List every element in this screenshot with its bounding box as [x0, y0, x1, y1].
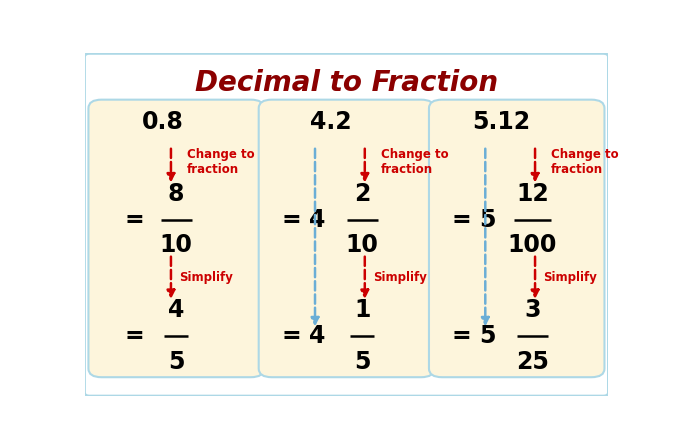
Text: 1: 1 — [354, 299, 370, 322]
FancyBboxPatch shape — [259, 100, 434, 377]
FancyBboxPatch shape — [429, 100, 604, 377]
Text: 5: 5 — [168, 350, 185, 374]
Text: =: = — [124, 324, 144, 348]
Text: Change to
fraction: Change to fraction — [381, 148, 448, 176]
Text: 10: 10 — [160, 233, 193, 257]
Text: =: = — [452, 324, 472, 348]
Text: 4.2: 4.2 — [310, 110, 352, 134]
Text: 25: 25 — [516, 350, 549, 374]
Text: 4: 4 — [310, 207, 326, 231]
Text: 5: 5 — [480, 207, 496, 231]
Text: 2: 2 — [354, 182, 370, 206]
Text: 5.12: 5.12 — [472, 110, 530, 134]
Text: Simplify: Simplify — [372, 271, 427, 284]
Text: 12: 12 — [516, 182, 549, 206]
Text: 5: 5 — [354, 350, 370, 374]
Text: Simplify: Simplify — [178, 271, 233, 284]
Text: Decimal to Fraction: Decimal to Fraction — [195, 69, 498, 97]
Text: 4: 4 — [310, 324, 326, 348]
FancyBboxPatch shape — [89, 100, 264, 377]
Text: 100: 100 — [508, 233, 557, 257]
Text: =: = — [282, 207, 301, 231]
Text: 10: 10 — [345, 233, 379, 257]
Text: =: = — [124, 207, 144, 231]
Text: Simplify: Simplify — [543, 271, 597, 284]
Text: =: = — [282, 324, 301, 348]
Text: 0.8: 0.8 — [142, 110, 184, 134]
Text: 5: 5 — [480, 324, 496, 348]
Text: 8: 8 — [168, 182, 185, 206]
Text: =: = — [452, 207, 472, 231]
Text: 3: 3 — [524, 299, 541, 322]
Text: 4: 4 — [168, 299, 185, 322]
Text: Change to
fraction: Change to fraction — [551, 148, 619, 176]
Text: Change to
fraction: Change to fraction — [187, 148, 254, 176]
